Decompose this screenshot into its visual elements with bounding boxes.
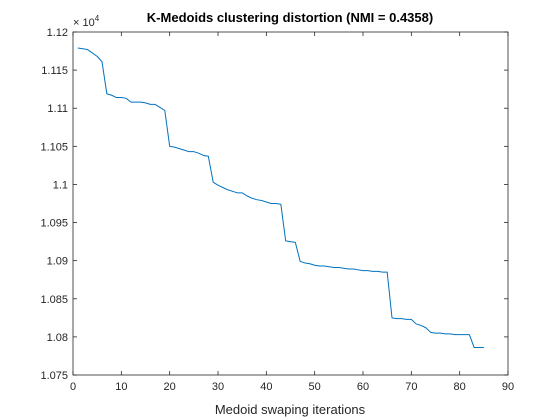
x-tick-label: 80: [454, 381, 466, 393]
x-tick-label: 60: [357, 381, 369, 393]
y-tick-label: 1.12: [47, 27, 68, 39]
x-tick-label: 30: [212, 381, 224, 393]
y-axis-exponent-base: × 10: [73, 17, 95, 29]
y-tick-label: 1.095: [40, 218, 68, 230]
y-tick-label: 1.115: [41, 65, 68, 77]
y-tick-label: 1.09: [47, 256, 68, 268]
y-axis-exponent-power: 4: [95, 14, 100, 23]
plot-background: [73, 32, 508, 375]
y-tick-label: 1.085: [40, 294, 68, 306]
chart-title: K-Medoids clustering distortion (NMI = 0…: [147, 10, 433, 25]
x-axis-label: Medoid swaping iterations: [215, 402, 366, 417]
y-axis-exponent: × 104: [73, 14, 100, 29]
x-tick-label: 20: [164, 381, 176, 393]
x-tick-label: 70: [405, 381, 417, 393]
y-tick-label: 1.105: [40, 141, 68, 153]
y-tick-label: 1.11: [47, 103, 68, 115]
x-tick-label: 10: [115, 381, 127, 393]
y-tick-label: 1.1: [53, 179, 68, 191]
x-tick-label: 0: [70, 381, 76, 393]
x-tick-label: 50: [309, 381, 321, 393]
y-tick-label: 1.08: [47, 332, 68, 344]
x-tick-label: 90: [502, 381, 514, 393]
x-tick-label: 40: [260, 381, 272, 393]
y-tick-label: 1.075: [40, 370, 68, 382]
